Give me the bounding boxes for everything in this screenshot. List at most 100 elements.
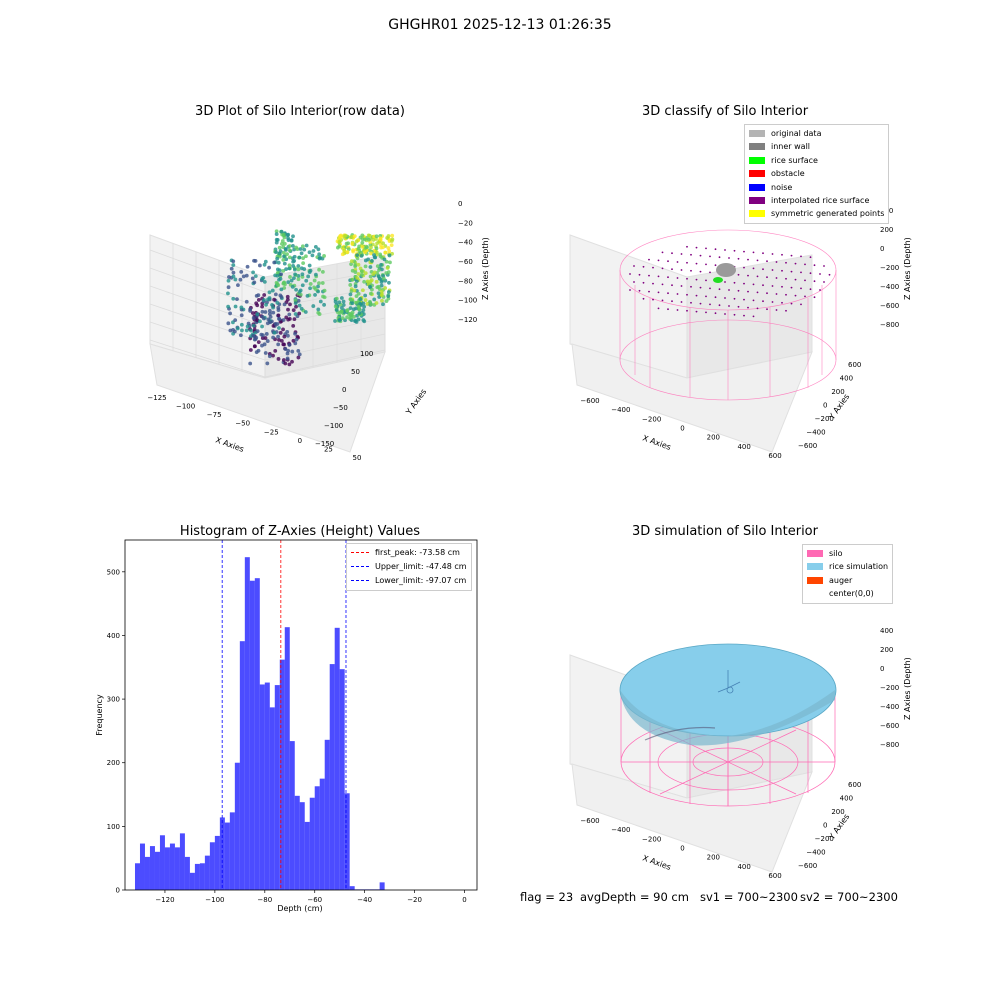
- sv1-text: sv1 = 700~2300: [700, 890, 798, 904]
- ytick-label: 600: [848, 781, 861, 789]
- histogram-bar: [289, 741, 295, 890]
- histogram-frame: [124, 539, 478, 891]
- ztick-label: 200: [880, 646, 893, 654]
- histogram-bar: [309, 797, 315, 890]
- histogram-bar: [319, 778, 325, 890]
- histogram-xlabel: Depth (cm): [277, 904, 322, 913]
- xtick-label: 25: [324, 445, 333, 453]
- ytick-label: 400: [840, 375, 853, 383]
- rice-surface-cluster: [713, 277, 723, 283]
- xtick-label: 400: [737, 443, 750, 451]
- raw-zlabel: Z Axies (Depth): [481, 237, 490, 300]
- histogram-legend-entry: first_peak: -73.58 cm: [351, 546, 467, 560]
- ytick-label: 600: [848, 361, 861, 369]
- inner-wall-cluster: [716, 263, 736, 277]
- histogram-bar: [284, 627, 290, 890]
- sv2-text: sv2 = 700~2300: [800, 890, 898, 904]
- histogram-bar: [209, 842, 215, 890]
- ztick-label: −200: [880, 264, 899, 272]
- histogram-bar: [334, 627, 340, 890]
- histogram-bar: [249, 580, 255, 890]
- histogram-bar: [299, 802, 305, 890]
- xtick-label: 200: [707, 434, 720, 442]
- ztick-label: −80: [458, 277, 473, 285]
- raw-xlabel: X Axies: [214, 435, 245, 454]
- legend-entry: rice surface: [749, 154, 884, 167]
- classify-zlabel: Z Axies (Depth): [903, 237, 912, 300]
- legend-entry: symmetric generated points: [749, 207, 884, 220]
- ytick-label: −50: [333, 404, 348, 412]
- avgdepth-text: avgDepth = 90 cm: [580, 890, 689, 904]
- ztick-label: 0: [880, 665, 884, 673]
- xtick-label: −50: [235, 420, 250, 428]
- histogram-bar: [379, 882, 385, 890]
- histogram-bar: [224, 822, 230, 890]
- histogram-bar: [329, 664, 335, 890]
- simulation-xlabel: X Axies: [641, 853, 672, 872]
- histogram-bar: [304, 821, 310, 890]
- simulation-legend: silo rice simulation auger center(0,0): [802, 544, 894, 604]
- figure-title: GHGHR01 2025-12-13 01:26:35: [388, 17, 612, 33]
- histogram-bar: [179, 833, 185, 890]
- histogram-bar: [154, 851, 160, 890]
- simulation-3d-plot: −600 −400 −200 0 200 400 600 600 400 200 0 −200 −400…: [569, 627, 912, 880]
- ytick-label: 400: [840, 795, 853, 803]
- histogram-bar: [184, 856, 190, 890]
- histogram-bar: [174, 847, 180, 890]
- legend-entry: interpolated rice surface: [749, 194, 884, 207]
- histogram-ytick-label: 300: [107, 696, 120, 704]
- xtick-label: −600: [580, 397, 599, 405]
- histogram-bar: [189, 872, 195, 890]
- xtick-label: 0: [680, 425, 684, 433]
- histogram-legend-entry: Upper_limit: -47.48 cm: [351, 560, 467, 574]
- xtick-label: −200: [642, 835, 661, 843]
- histogram-legend: first_peak: -73.58 cm Upper_limit: -47.48…: [346, 543, 472, 591]
- legend-entry: center(0,0): [829, 589, 874, 599]
- histogram-bar: [324, 739, 330, 890]
- histogram-bar: [204, 855, 210, 890]
- simulation-ylabel: Y Axies: [827, 812, 852, 842]
- legend-entry: silo: [807, 547, 888, 560]
- histogram-bar: [169, 843, 175, 890]
- histogram-title: Histogram of Z-Axies (Height) Values: [179, 524, 421, 539]
- ytick-label: 200: [831, 808, 844, 816]
- ztick-label: −100: [458, 297, 477, 305]
- histogram-bar: [264, 682, 270, 890]
- histogram-bar: [219, 817, 225, 890]
- xtick-label: 200: [707, 854, 720, 862]
- histogram-bar: [344, 793, 350, 890]
- ztick-label: 0: [458, 200, 462, 208]
- xtick-label: 600: [768, 872, 781, 880]
- xtick-label: 600: [768, 452, 781, 460]
- histogram-bar: [259, 684, 265, 890]
- histogram-bar: [134, 863, 140, 890]
- histogram-bar: [234, 762, 240, 890]
- histogram-xtick-label: −20: [407, 896, 422, 904]
- auger-marker: [717, 670, 741, 694]
- histogram-bar: [274, 685, 280, 890]
- histogram-ytick-label: 200: [107, 759, 120, 767]
- legend-entry: inner wall: [749, 140, 884, 153]
- histogram-bar: [164, 847, 170, 890]
- ztick-label: 400: [880, 627, 893, 635]
- histogram-xtick-label: −60: [307, 896, 322, 904]
- histogram-xtick-label: −80: [257, 896, 272, 904]
- ztick-label: −40: [458, 239, 473, 247]
- ytick-label: 0: [823, 402, 827, 410]
- histogram-chart: −120 −100 −80 −60 −40 −20 0 0 100 200 300 400 500 De…: [95, 539, 478, 913]
- xtick-label: 0: [680, 845, 684, 853]
- ytick-label: −400: [806, 429, 825, 437]
- legend-entry: auger: [807, 574, 888, 587]
- histogram-bar: [214, 835, 220, 890]
- legend-entry: rice simulation: [807, 560, 888, 573]
- ztick-label: 200: [880, 226, 893, 234]
- histogram-xtick-label: −120: [155, 896, 174, 904]
- ztick-label: −400: [880, 703, 899, 711]
- ztick-label: −20: [458, 219, 473, 227]
- histogram-bar: [294, 795, 300, 890]
- ztick-label: 0: [880, 245, 884, 253]
- ytick-label: −600: [798, 442, 817, 450]
- histogram-bar: [194, 863, 200, 890]
- xtick-label: 400: [737, 863, 750, 871]
- ytick-label: −200: [815, 835, 834, 843]
